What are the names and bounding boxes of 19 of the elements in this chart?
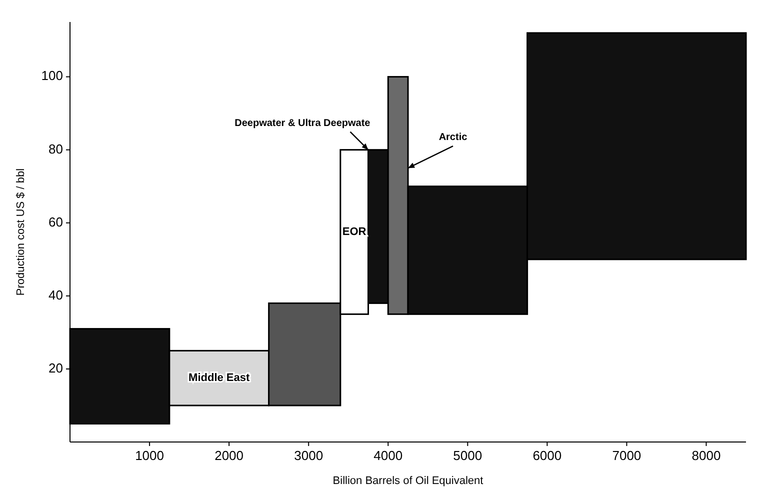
y-axis-title: Production cost US $ / bbl: [15, 168, 27, 296]
x-tick-label: 5000: [453, 448, 482, 463]
x-tick-label: 8000: [692, 448, 721, 463]
category-label: Middle East: [188, 372, 250, 384]
category-label: EOR: [342, 226, 366, 238]
y-tick-label: 80: [48, 141, 63, 156]
x-tick-label: 4000: [374, 448, 403, 463]
annotation: Deepwater & Ultra Deepwate: [234, 118, 371, 129]
y-tick-label: 60: [48, 214, 63, 230]
x-tick-label: 7000: [612, 448, 642, 463]
annotation: Arctic: [438, 132, 468, 144]
y-tick-label: 100: [41, 68, 63, 84]
y-tick-label: 20: [48, 360, 63, 376]
x-tick-label: 1000: [135, 448, 164, 463]
x-tick-label: 6000: [532, 448, 562, 463]
y-tick-label: 40: [48, 287, 63, 302]
x-tick-label: 3000: [294, 448, 324, 463]
x-tick-label: 2000: [214, 448, 244, 463]
x-axis-title: Billion Barrels of Oil Equivalent: [332, 475, 484, 487]
